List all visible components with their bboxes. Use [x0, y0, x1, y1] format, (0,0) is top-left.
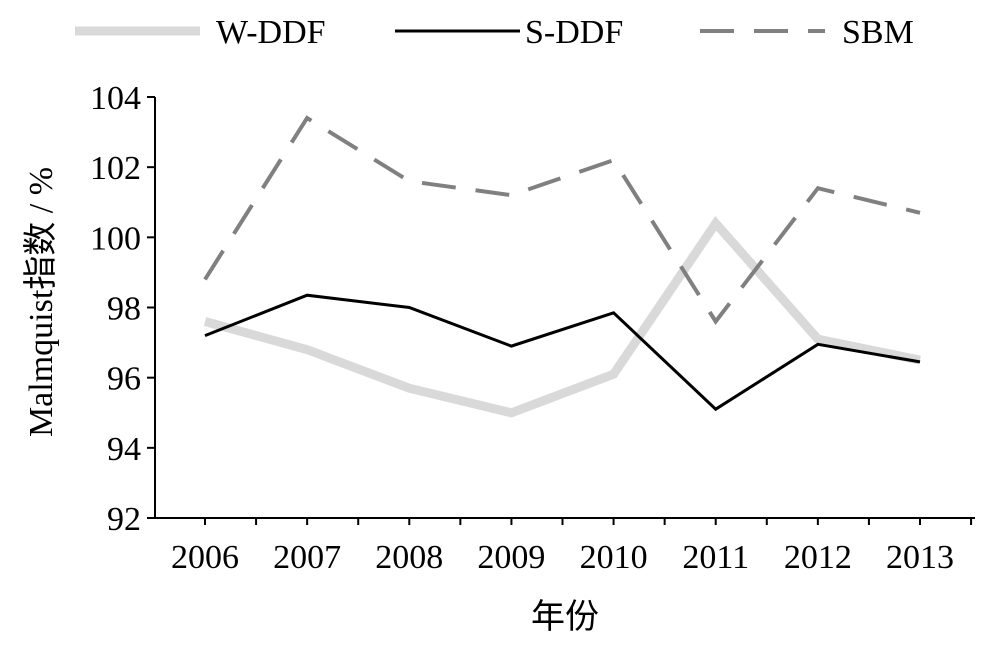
x-axis-title: 年份: [531, 598, 599, 636]
x-tick-label: 2008: [375, 539, 443, 576]
legend: W-DDF S-DDF SBM: [75, 14, 914, 51]
series-line-sbm: [203, 115, 921, 325]
x-tick-label: 2009: [477, 539, 545, 576]
series-layer: [203, 115, 921, 418]
y-tick-label: 100: [90, 220, 141, 257]
legend-label-w-ddf: W-DDF: [216, 14, 326, 51]
x-tick-label: 2012: [784, 539, 852, 576]
y-tick-label: 94: [107, 431, 141, 468]
y-tick-label: 96: [107, 361, 141, 398]
x-tick-label: 2011: [682, 539, 749, 576]
x-tick-label: 2006: [171, 539, 239, 576]
y-tick-label: 102: [90, 150, 141, 187]
x-tick-label: 2007: [273, 539, 341, 576]
y-tick-label: 104: [90, 80, 141, 117]
y-tick-label: 98: [107, 291, 141, 328]
series-line-w-ddf: [203, 215, 921, 418]
series-line-s-ddf: [204, 293, 921, 412]
x-tick-label: 2010: [580, 539, 648, 576]
y-axis-title: Malmquist指数 / %: [22, 167, 60, 437]
x-tick-label: 2013: [886, 539, 954, 576]
y-tick-label: 92: [107, 501, 141, 538]
legend-label-sbm: SBM: [842, 14, 914, 51]
legend-label-s-ddf: S-DDF: [525, 14, 623, 51]
axes: 92 94 96 98 100 102 104 2006 2007 2008 2009 2010 201…: [90, 80, 975, 576]
